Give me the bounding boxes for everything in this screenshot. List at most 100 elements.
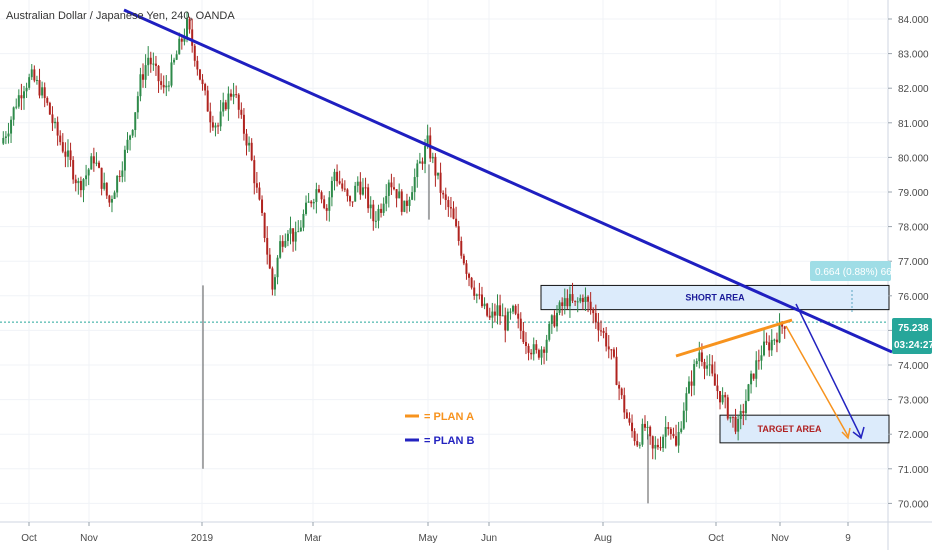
candle-body	[367, 187, 370, 209]
time-axis[interactable]: Oct Nov 2019 Mar May Jun Aug Oct Nov 9	[21, 522, 851, 544]
candle-body	[763, 341, 766, 356]
candle-body	[312, 201, 315, 204]
candle-body	[398, 191, 401, 199]
candle-body	[403, 200, 406, 212]
candle-body	[276, 257, 279, 278]
candle-body	[380, 208, 383, 213]
candle-body	[693, 364, 696, 386]
candle-body	[338, 181, 341, 184]
y-tick-label: 77.000	[898, 257, 929, 268]
x-tick-label: Aug	[594, 533, 612, 544]
candle-body	[129, 135, 132, 140]
candle-body	[576, 301, 579, 303]
zone-1-label: TARGET AREA	[758, 424, 822, 434]
candle-body	[543, 349, 546, 353]
candle-body	[92, 156, 95, 164]
candle-body	[41, 87, 44, 96]
candle-body	[154, 63, 157, 66]
candle-body	[349, 196, 352, 202]
candle-body	[656, 444, 659, 448]
candle-body	[405, 200, 408, 206]
price-series	[2, 11, 786, 504]
candle-body	[618, 384, 621, 389]
candle-body	[698, 352, 701, 362]
candle-body	[188, 18, 191, 30]
candle-body	[328, 197, 331, 211]
x-tick-label: Nov	[771, 533, 789, 544]
candle-body	[480, 294, 483, 307]
candle-body	[597, 322, 600, 331]
measure-tag: 0.664 (0.88%) 66.4	[810, 261, 900, 281]
candle-body	[631, 422, 634, 432]
candle-body	[755, 360, 758, 379]
candle-body	[680, 428, 683, 432]
descending-trendline[interactable]	[123, 8, 893, 354]
candle-body	[506, 311, 509, 331]
candle-body	[739, 410, 742, 419]
candle-body	[641, 423, 644, 445]
candle-body	[421, 161, 424, 164]
candle-body	[781, 322, 784, 327]
candle-body	[434, 156, 437, 176]
candle-body	[204, 84, 207, 91]
y-tick-label: 74.000	[898, 361, 929, 372]
candle-body	[263, 212, 266, 238]
candle-body	[30, 69, 33, 78]
candle-body	[768, 342, 771, 351]
candle-body	[100, 167, 103, 189]
candle-body	[279, 241, 282, 258]
candle-body	[708, 364, 711, 366]
candle-body	[455, 218, 458, 227]
candle-body	[483, 303, 486, 307]
candle-body	[90, 156, 93, 170]
candle-body	[610, 349, 613, 351]
candle-body	[193, 45, 196, 61]
candle-body	[411, 192, 414, 200]
rising-resistance-line[interactable]	[675, 318, 793, 358]
candle-body	[607, 346, 610, 350]
candle-body	[20, 95, 23, 99]
candle-body	[773, 339, 776, 341]
candle-body	[532, 344, 535, 355]
candle-body	[222, 102, 225, 112]
candle-body	[214, 125, 217, 128]
candle-body	[95, 162, 98, 164]
candle-body	[563, 298, 566, 307]
candle-body	[625, 412, 628, 419]
candle-body	[142, 74, 145, 80]
candle-body	[79, 180, 82, 191]
candle-body	[729, 416, 732, 419]
candle-body	[662, 436, 665, 449]
candle-body	[499, 305, 502, 317]
candle-body	[12, 107, 15, 120]
candle-body	[669, 428, 672, 434]
last-price-tag: 75.238 03:24:27	[892, 318, 932, 354]
y-tick-label: 70.000	[898, 499, 929, 510]
candle-body	[672, 433, 675, 437]
candle-body	[628, 418, 631, 423]
candle-body	[273, 277, 276, 290]
candle-body	[341, 183, 344, 189]
candle-body	[721, 394, 724, 403]
candle-body	[38, 80, 41, 96]
candle-body	[35, 80, 38, 82]
candle-body	[325, 207, 328, 211]
candle-body	[105, 182, 108, 196]
candle-body	[305, 202, 308, 214]
candle-body	[103, 182, 106, 189]
x-tick-label: May	[419, 533, 438, 544]
candle-body	[2, 137, 5, 144]
plan-b-arrowhead	[852, 426, 865, 440]
candle-body	[581, 298, 584, 303]
candle-body	[682, 410, 685, 429]
price-axis[interactable]: 84.000 83.000 82.000 81.000 80.000 79.000 78.0…	[888, 15, 929, 510]
candle-body	[775, 339, 778, 343]
candle-body	[139, 74, 142, 97]
candle-body	[131, 130, 134, 136]
candle-body	[382, 203, 385, 213]
candle-body	[512, 305, 515, 312]
candle-body	[369, 204, 372, 209]
candle-body	[558, 302, 561, 313]
candle-body	[524, 342, 527, 346]
